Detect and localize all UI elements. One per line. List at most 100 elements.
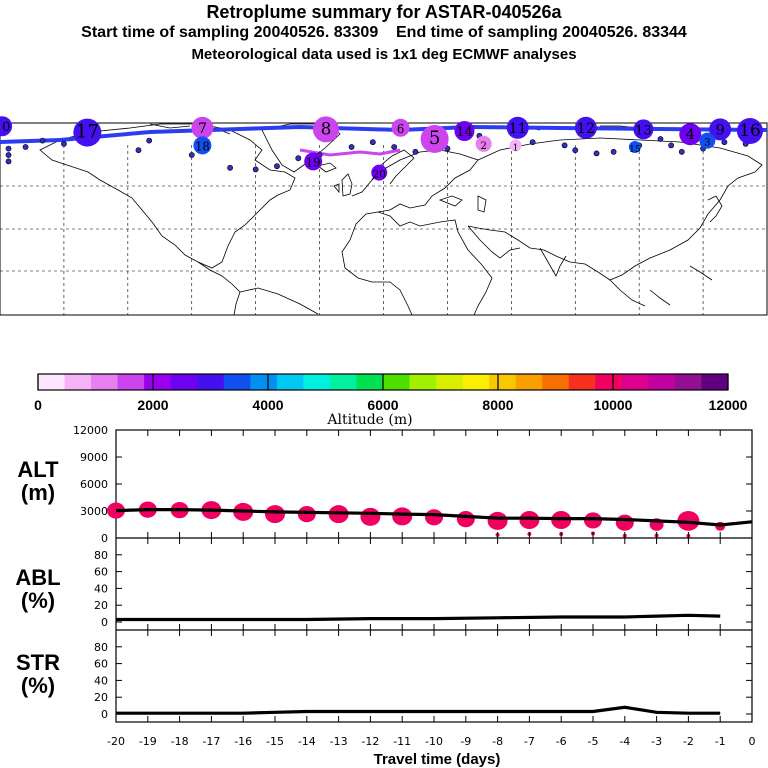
str-panel-label: STR [16, 650, 60, 675]
coast-inland-seas [438, 195, 487, 213]
sampling-end-label: End time of sampling 20040526. 83344 [396, 24, 687, 41]
altitude-colorbar: 0 2000 4000 6000 8000 10000 12000 Altitude (m) [34, 373, 748, 428]
colorbar-tick-label: 10000 [594, 397, 633, 413]
x-tick-label: -19 [139, 735, 157, 748]
x-tick-label: -17 [202, 735, 220, 748]
plume-marker [304, 152, 323, 171]
sampling-time-label: Start time of sampling 20040526. 83309 E… [0, 24, 768, 42]
plume-marker-label: 3 [704, 137, 711, 149]
plume-dot [721, 139, 728, 146]
plume-marker-label: 14 [456, 125, 473, 140]
y-tick-label: 6000 [80, 478, 108, 491]
plume-marker [371, 164, 388, 181]
plume-marker-label: 9 [716, 122, 725, 138]
colorbar-cell [276, 374, 304, 390]
colorbar-cell [197, 374, 225, 390]
y-tick-label: 0 [101, 532, 108, 545]
sampling-start-label: Start time of sampling 20040526. 83309 [81, 24, 379, 41]
plume-marker-label: 11 [509, 121, 527, 137]
colorbar-tick-label: 4000 [252, 397, 283, 413]
coast-iceland [317, 162, 337, 173]
plume-dot [657, 136, 664, 142]
map-panel: 10 17 7 8 18 19 20 6 5 2 1 14 11 12 13 9 15 16 43 [0, 116, 768, 316]
x-tick-label: -1 [715, 735, 726, 748]
colorbar-cell [170, 374, 198, 390]
x-tick-label: -8 [492, 735, 503, 748]
colorbar-cell [674, 374, 702, 390]
plume-dot [5, 152, 12, 158]
y-tick-label: 3000 [80, 505, 108, 518]
colorbar-cell [329, 374, 357, 390]
plume-marker [628, 141, 641, 153]
x-tick-label: -20 [107, 735, 125, 748]
plume-dot [348, 144, 355, 150]
plume-dot [252, 166, 259, 173]
altitude-spread-marker [456, 510, 475, 528]
plume-marker [506, 116, 529, 139]
plume-dot [572, 147, 579, 154]
coastlines [39, 123, 763, 316]
plume-marker [574, 116, 597, 139]
coast-uk [333, 173, 353, 197]
colorbar-cell [91, 374, 119, 390]
altitude-spread-marker [615, 514, 634, 531]
plume-dot [610, 148, 617, 155]
colorbar-cell [701, 374, 729, 390]
y-tick-label: 80 [94, 641, 108, 654]
plume-marker-label: 19 [306, 155, 321, 169]
x-tick-label: -3 [651, 735, 662, 748]
plume-marker [391, 118, 410, 137]
plume-marker-label: 8 [321, 118, 332, 138]
y-tick-label: 20 [94, 691, 108, 704]
plume-dot [561, 142, 568, 149]
x-tick-label: -2 [683, 735, 694, 748]
colorbar-tick-label: 0 [34, 397, 42, 413]
plume-marker-label: 1 [513, 143, 519, 153]
plume-dot [274, 163, 280, 170]
plume-dot [135, 147, 142, 154]
y-tick-label: 60 [94, 658, 108, 671]
plume-dot [61, 140, 67, 147]
abl-panel-label: ABL [15, 565, 60, 590]
colorbar-cell [38, 374, 66, 390]
colorbar-tick-label: 6000 [367, 397, 398, 413]
str-panel: 0 20 40 60 80 [94, 641, 752, 721]
colorbar-cell [648, 374, 676, 390]
plume-marker-label: 13 [635, 123, 652, 138]
plume-marker [736, 118, 763, 144]
x-tick-label: -13 [330, 735, 348, 748]
x-tick-label: -11 [393, 735, 411, 748]
plume-marker-label: 18 [195, 139, 210, 153]
plume-dot [391, 144, 398, 150]
coast-japan [707, 195, 723, 223]
x-tick-label: -15 [266, 735, 284, 748]
colorbar-cell [250, 374, 278, 390]
plume-marker-label: 2 [480, 140, 487, 152]
altitude-spread-marker [519, 511, 540, 529]
altitude-spread-marker [265, 505, 285, 524]
plume-marker [633, 119, 654, 140]
plume-marker [191, 116, 214, 139]
plume-dot [39, 137, 46, 144]
map-gridlines [0, 145, 767, 315]
colorbar-cell [436, 374, 464, 390]
colorbar-cell [595, 374, 623, 390]
plume-marker [679, 123, 702, 146]
altitude-spread-marker [297, 506, 316, 523]
plume-marker [420, 125, 449, 153]
plume-marker-label: 20 [373, 169, 386, 181]
plume-dot [5, 158, 12, 165]
coast-scandinavia [371, 149, 415, 185]
colorbar-cell [489, 374, 517, 390]
plume-dot [369, 139, 376, 146]
abl-panel: 0 20 40 60 80 [94, 549, 752, 629]
coast-asia [467, 137, 763, 281]
colorbar-cell [542, 374, 570, 390]
plume-marker-label: 4 [686, 127, 695, 143]
altitude-spread-marker [425, 509, 443, 526]
str-panel-unit: (%) [21, 673, 55, 698]
plume-markers: 10 17 7 8 18 19 20 6 5 2 1 14 11 12 13 9 15 16 43 [0, 116, 763, 181]
colorbar-cell [409, 374, 437, 390]
colorbar-tick-label: 12000 [709, 397, 748, 413]
